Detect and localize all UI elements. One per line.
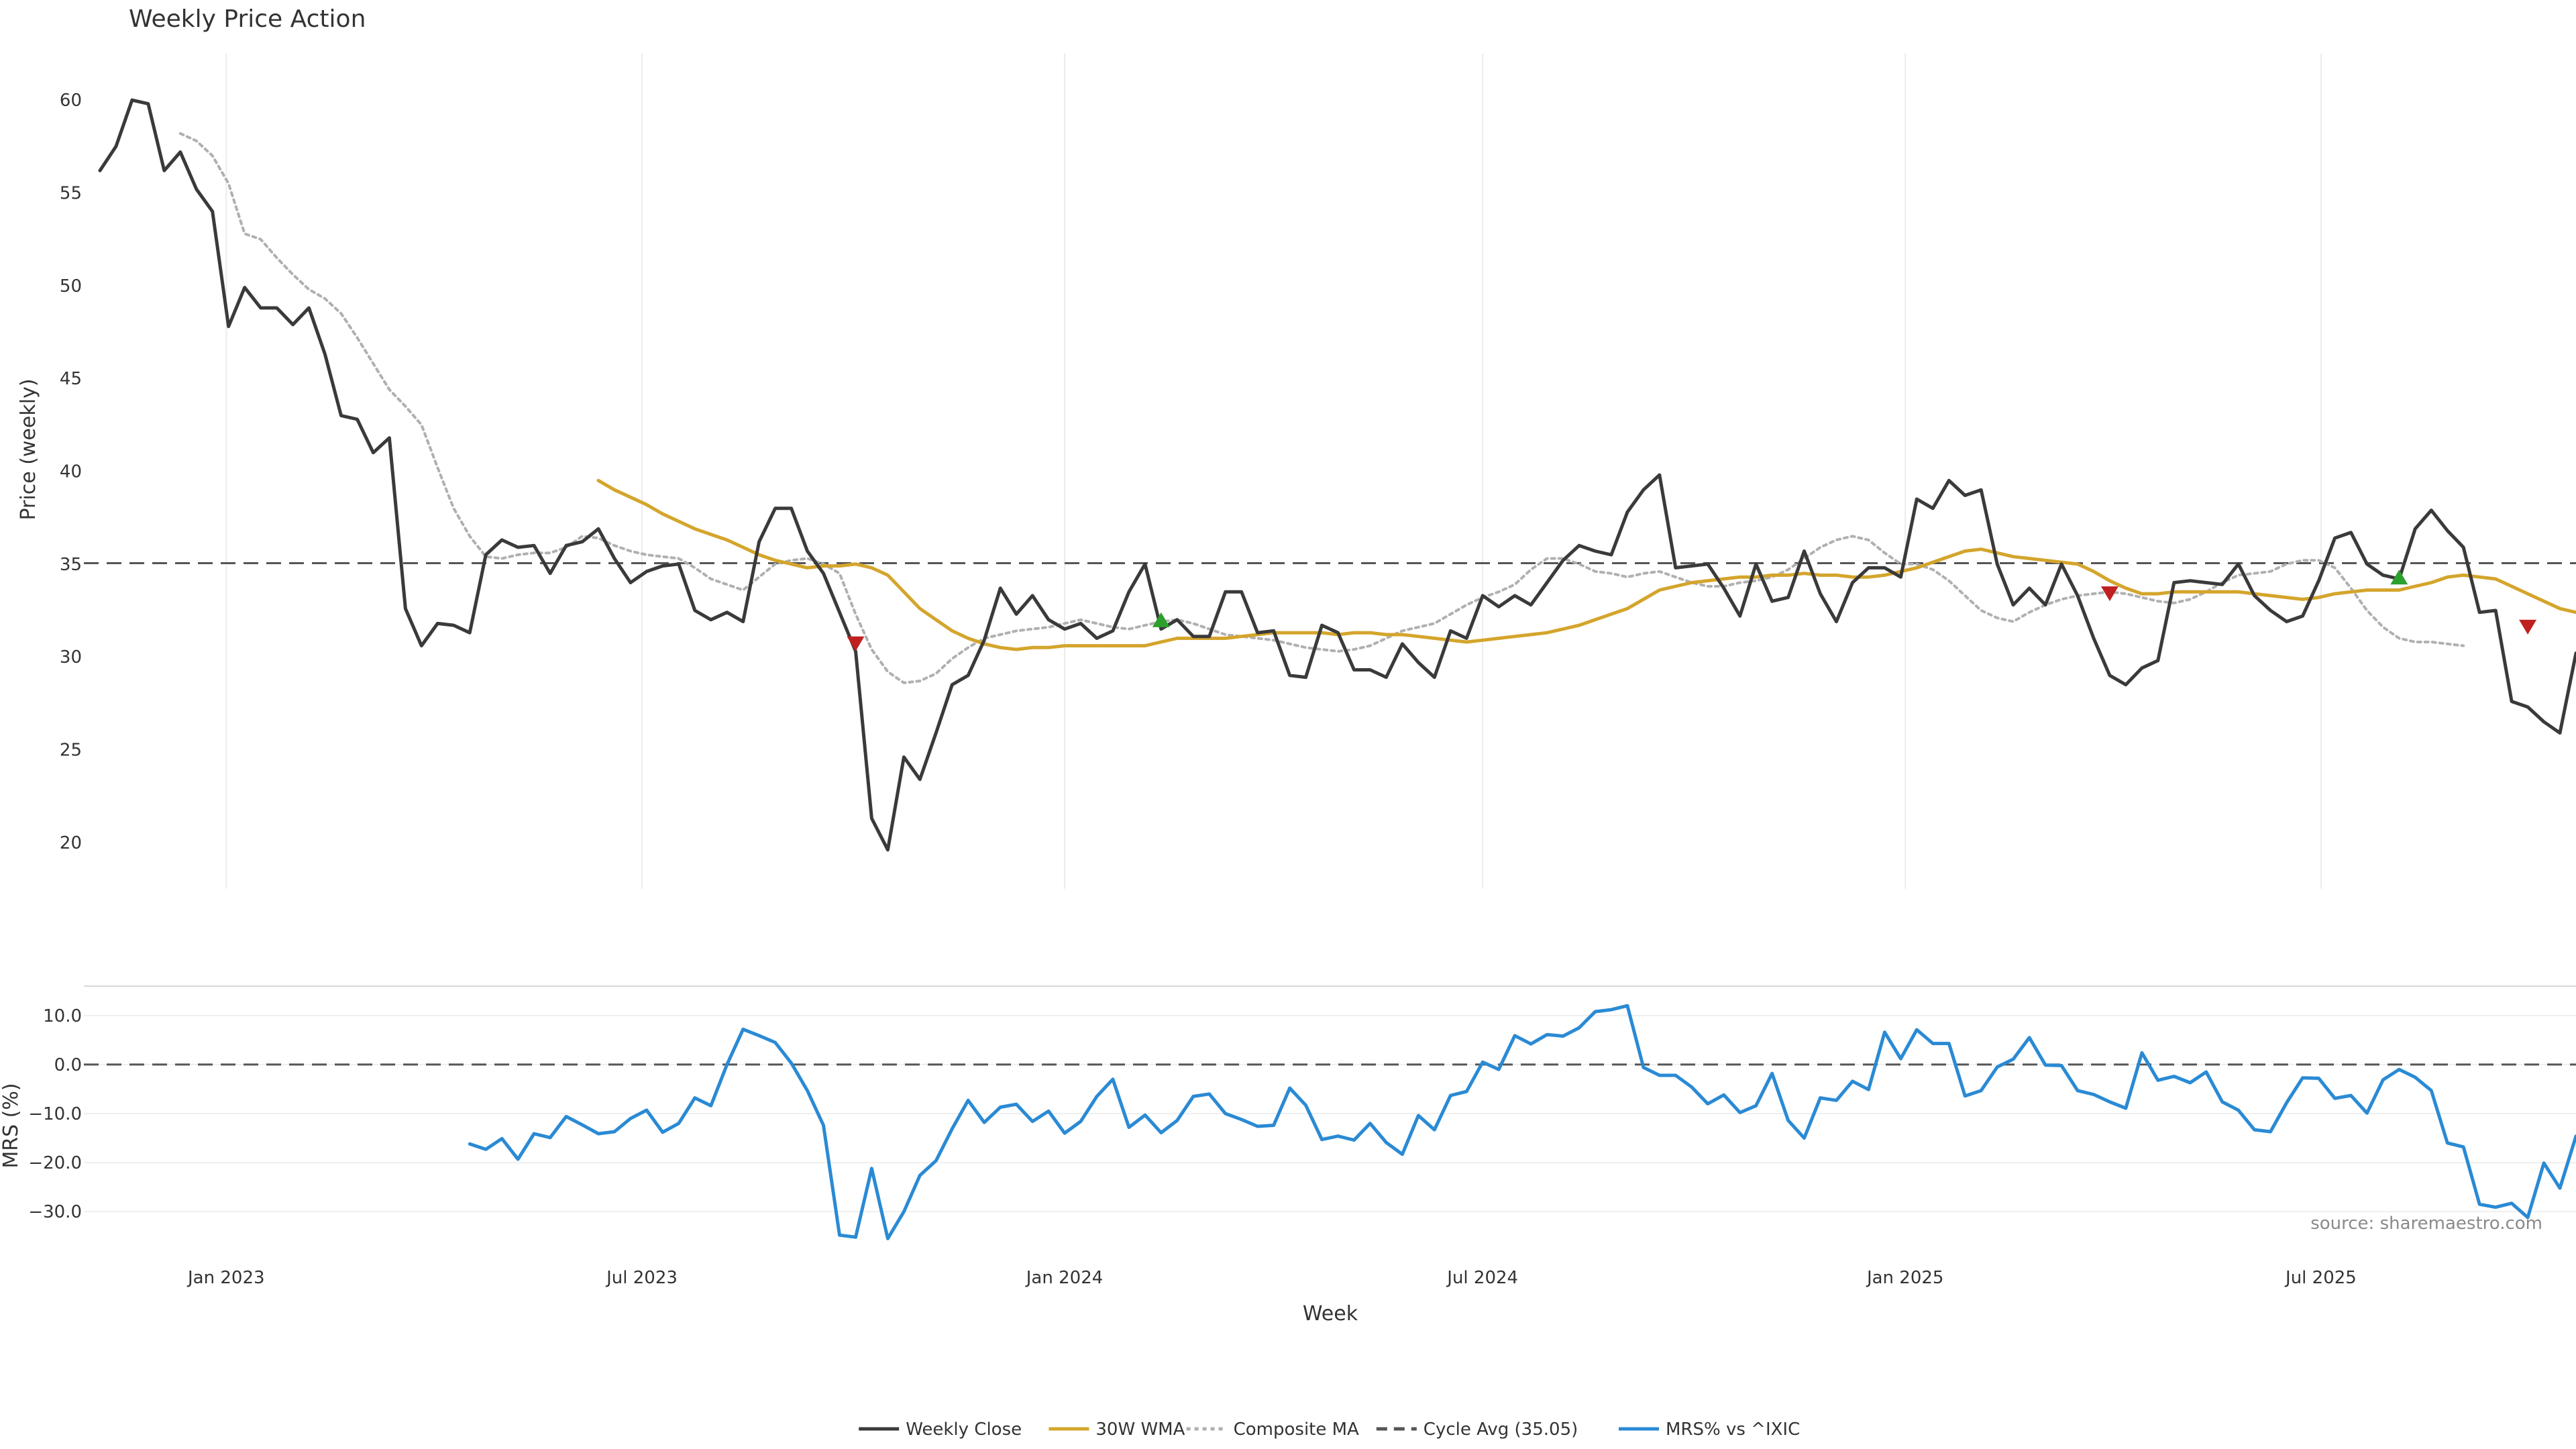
price-y-tick-label: 35 [60, 555, 82, 575]
price-y-tick-label: 50 [60, 276, 82, 297]
x-tick-label: Jan 2025 [1866, 1268, 1944, 1288]
x-axis-label: Week [1303, 1302, 1358, 1326]
source-attribution: source: sharemaestro.com [2310, 1214, 2542, 1234]
price-y-ticks: 20 25 30 35 40 45 50 55 60 [60, 91, 82, 853]
price-y-axis-label: Price (weekly) [17, 378, 40, 520]
price-y-tick-label: 25 [60, 741, 82, 761]
legend-label: Composite MA [1234, 1419, 1359, 1440]
series-mrs-vs-ixic-line [468, 1004, 2576, 1240]
x-tick-label: Jan 2024 [1025, 1268, 1104, 1288]
mrs-y-tick-label: −30.0 [28, 1202, 82, 1222]
buy-signal-marker [1152, 612, 1170, 627]
sell-signal-marker [847, 636, 865, 651]
mrs-y-tick-label: −20.0 [28, 1153, 82, 1173]
x-ticks: Jan 2023 Jul 2023 Jan 2024 Jul 2024 Jan 2025… [186, 1268, 2357, 1288]
signal-markers [847, 570, 2537, 651]
mrs-y-tick-label: 0.0 [54, 1055, 82, 1075]
price-y-tick-label: 40 [60, 462, 82, 482]
x-tick-label: Jul 2024 [1446, 1268, 1518, 1288]
x-tick-label: Jul 2023 [605, 1268, 678, 1288]
price-y-tick-label: 30 [60, 647, 82, 667]
series-composite-ma-line [178, 132, 2465, 684]
x-tick-label: Jul 2025 [2284, 1268, 2357, 1288]
sell-signal-marker [2100, 586, 2118, 602]
price-y-tick-label: 20 [60, 833, 82, 853]
mrs-series-group [468, 1004, 2576, 1240]
legend-label: MRS% vs ^IXIC [1666, 1419, 1800, 1440]
mrs-y-tick-label: −10.0 [28, 1104, 82, 1124]
mrs-y-axis-label: MRS (%) [0, 1083, 23, 1168]
series-weekly-close-line [98, 98, 2576, 852]
series-30w-wma-line [596, 478, 2576, 651]
price-y-tick-label: 55 [60, 184, 82, 204]
buy-signal-marker [2390, 570, 2408, 585]
mrs-y-ticks: −30.0 −20.0 −10.0 0.0 10.0 [28, 1006, 82, 1222]
price-series-group [98, 98, 2576, 852]
mrs-y-tick-label: 10.0 [43, 1006, 82, 1026]
legend-label: Cycle Avg (35.05) [1424, 1419, 1578, 1440]
sell-signal-marker [2519, 619, 2537, 635]
legend-label: Weekly Close [906, 1419, 1022, 1440]
x-tick-label: Jan 2023 [186, 1268, 265, 1288]
price-grid [225, 54, 2322, 889]
legend-label: 30W WMA [1095, 1419, 1185, 1440]
price-y-tick-label: 45 [60, 369, 82, 389]
chart-title: Weekly Price Action [129, 5, 366, 33]
price-y-tick-label: 60 [60, 91, 82, 111]
legend: Weekly Close 30W WMA Composite MA Cycle Avg… [859, 1419, 1800, 1440]
